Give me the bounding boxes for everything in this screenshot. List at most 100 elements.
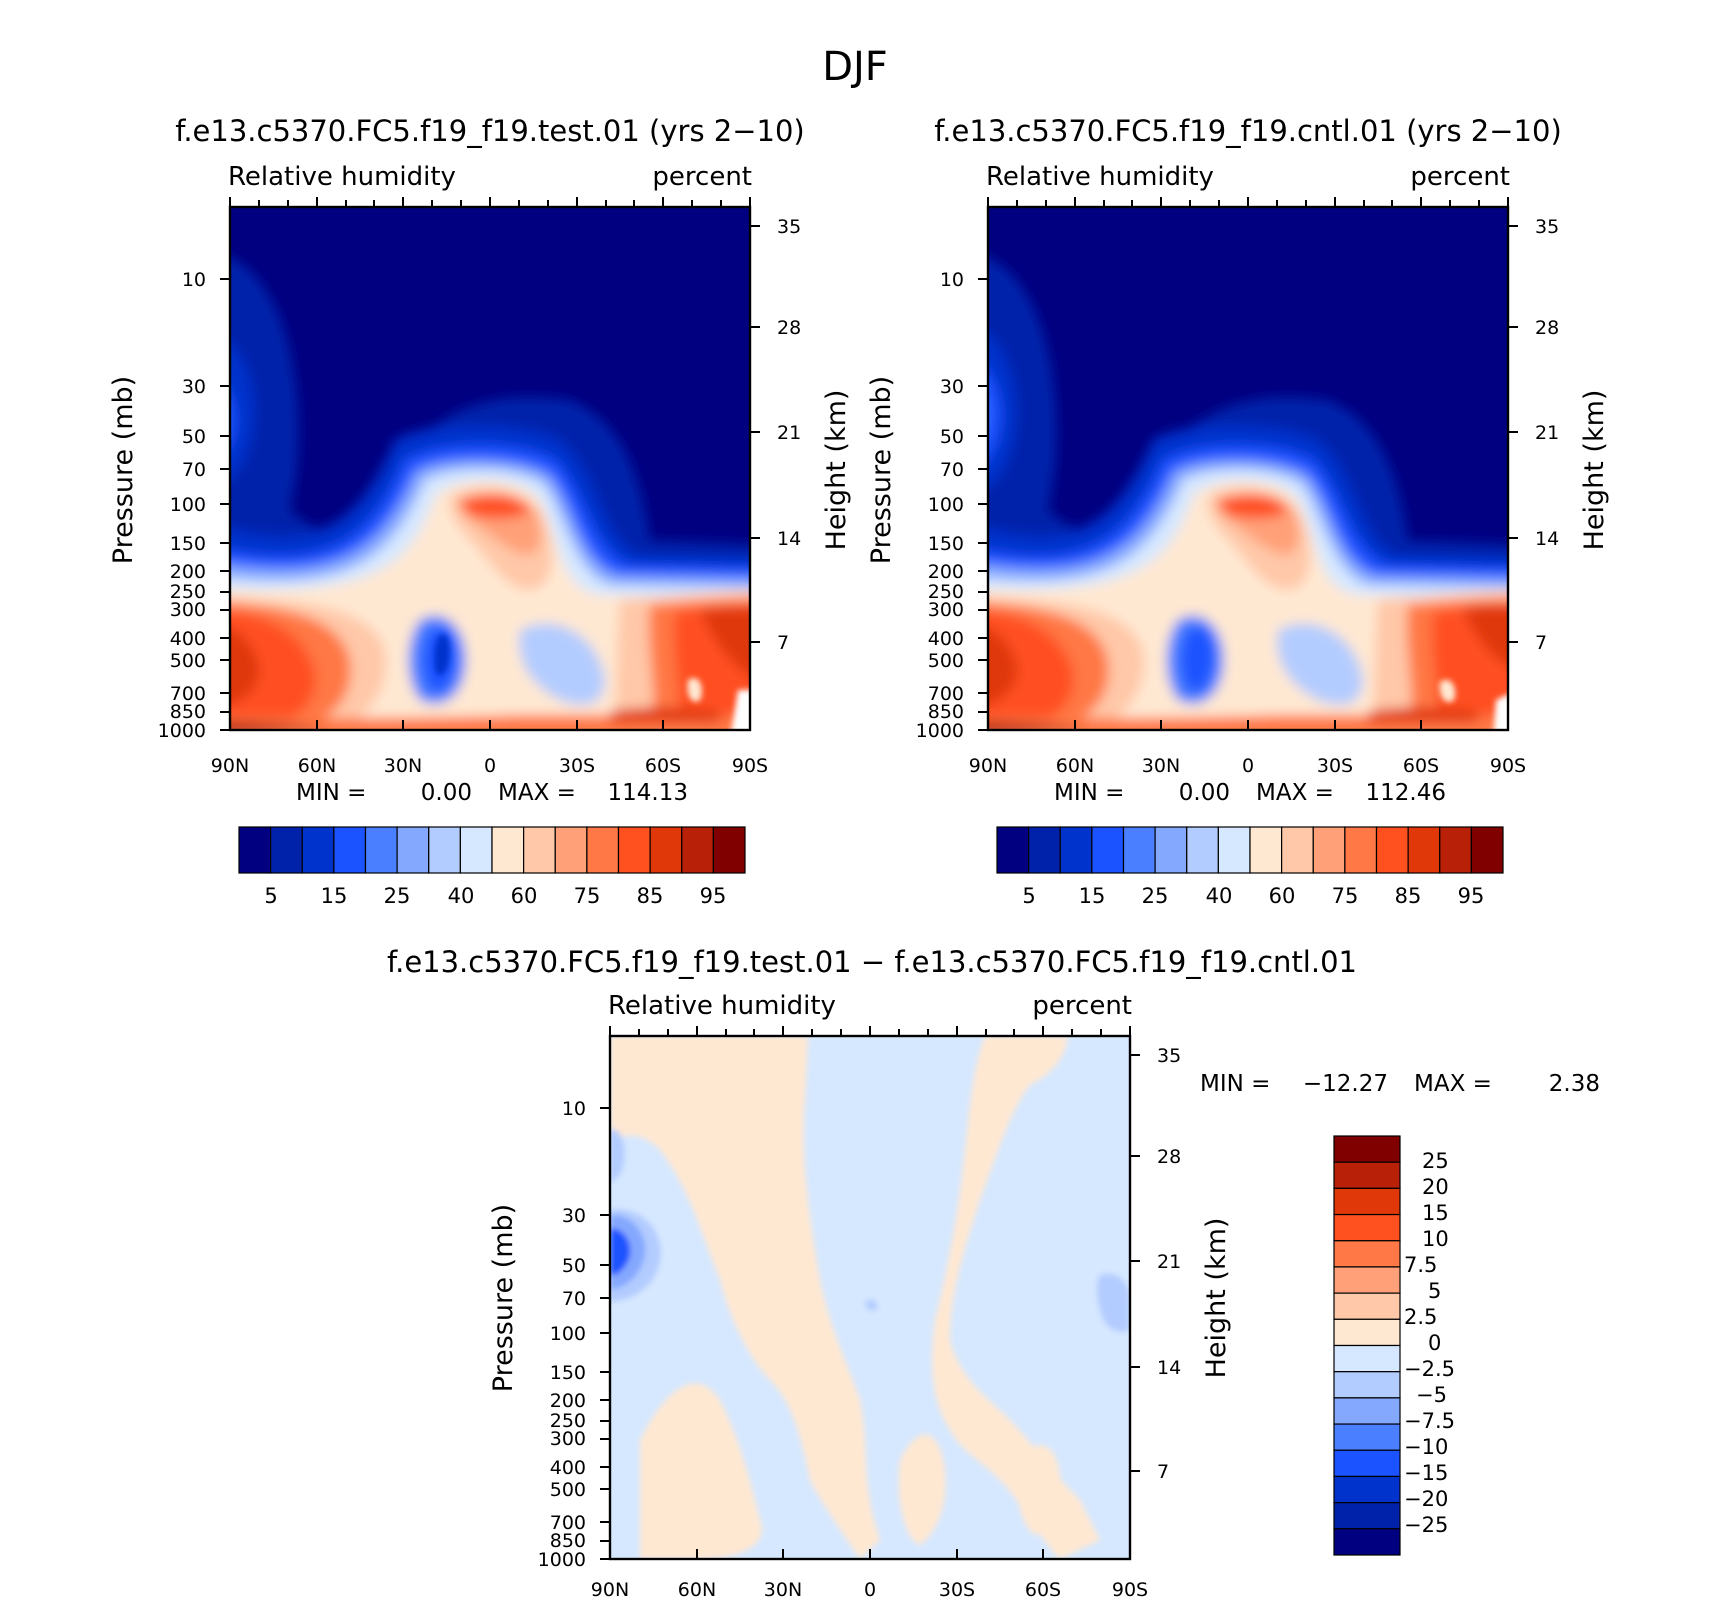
- y-tick-label: 1000: [158, 720, 206, 742]
- colorbar-label: −7.5: [1404, 1409, 1455, 1433]
- colorbar-label: 95: [700, 884, 727, 908]
- colorbar-swatch: [1407, 826, 1441, 874]
- colorbar-label: 20: [1422, 1175, 1449, 1199]
- y-tick-label: 50: [182, 426, 206, 448]
- min-value: 0.00: [421, 780, 472, 806]
- panel-cntl: f.e13.c5370.FC5.f19_f19.cntl.01 (yrs 2−1…: [866, 114, 1610, 908]
- panel-title: f.e13.c5370.FC5.f19_f19.cntl.01 (yrs 2−1…: [934, 114, 1562, 148]
- variable-label: Relative humidity: [608, 991, 836, 1021]
- contour-field: [610, 1036, 1130, 1559]
- y-tick-label: 10: [182, 269, 206, 291]
- y-right-tick-label: 28: [1535, 317, 1559, 339]
- colorbar-swatch: [364, 826, 398, 874]
- colorbar-swatch: [459, 826, 493, 874]
- colorbar-label: 85: [637, 884, 664, 908]
- y-tick-label: 500: [928, 650, 964, 672]
- colorbar-swatch: [396, 826, 430, 874]
- y-tick-labels: 10 30 50 70 100 150 200 250 300 400 500 …: [158, 269, 206, 742]
- colorbar-swatch: [1333, 1528, 1401, 1556]
- colorbar-swatch: [712, 826, 746, 874]
- panel-test: f.e13.c5370.FC5.f19_f19.test.01 (yrs 2−1…: [108, 114, 852, 908]
- x-tick-label: 30N: [1142, 755, 1180, 777]
- y-tick-label: 100: [170, 494, 206, 516]
- colorbar: [238, 826, 746, 874]
- colorbar-label: −5: [1416, 1383, 1447, 1407]
- contour-field: [230, 207, 750, 730]
- colorbar-label: 5: [264, 884, 277, 908]
- y-tick-label: 700: [550, 1512, 586, 1534]
- panel-diff: f.e13.c5370.FC5.f19_f19.test.01 − f.e13.…: [387, 945, 1600, 1600]
- y-tick-marks: [600, 1054, 1140, 1560]
- colorbar-label: 5: [1022, 884, 1035, 908]
- figure-title: DJF: [822, 44, 888, 90]
- y-tick-label: 250: [928, 581, 964, 603]
- y-tick-label: 850: [550, 1530, 586, 1552]
- y-axis-label: Pressure (mb): [866, 376, 897, 564]
- colorbar-swatch: [238, 826, 272, 874]
- min-label: MIN =: [296, 780, 366, 806]
- y-tick-label: 400: [928, 628, 964, 650]
- max-value: 2.38: [1549, 1071, 1600, 1097]
- colorbar-swatch: [1091, 826, 1125, 874]
- y-tick-label: 400: [170, 628, 206, 650]
- colorbar-swatch: [1470, 826, 1504, 874]
- y-tick-label: 500: [550, 1479, 586, 1501]
- y-tick-label: 200: [170, 561, 206, 583]
- colorbar-swatch: [996, 826, 1030, 874]
- colorbar-swatch: [1333, 1187, 1401, 1216]
- colorbar-swatch: [1333, 1371, 1401, 1399]
- y-tick-label: 50: [562, 1255, 586, 1277]
- colorbar-swatch: [1154, 826, 1188, 874]
- y-right-tick-labels: 35 28 21 14 7: [1157, 1045, 1181, 1483]
- colorbar-swatch: [1333, 1318, 1401, 1347]
- y-tick-label: 250: [550, 1410, 586, 1432]
- y-tick-label: 150: [928, 533, 964, 555]
- y-right-tick-label: 21: [777, 422, 801, 444]
- x-tick-marks: [987, 197, 1509, 730]
- y-right-tick-label: 35: [1157, 1045, 1181, 1067]
- colorbar-label: 60: [1269, 884, 1296, 908]
- y-tick-label: 300: [550, 1428, 586, 1450]
- colorbar-swatch: [681, 826, 714, 874]
- colorbar-label: 60: [511, 884, 538, 908]
- y-right-tick-label: 14: [1535, 528, 1559, 550]
- x-tick-label: 0: [484, 755, 496, 777]
- y-right-axis-label: Height (km): [1579, 390, 1610, 551]
- colorbar-swatch: [1333, 1475, 1401, 1504]
- colorbar-swatch: [1059, 826, 1093, 874]
- contour-field: [988, 207, 1508, 730]
- y-right-tick-labels: 35 28 21 14 7: [777, 216, 801, 654]
- x-tick-marks: [229, 197, 751, 730]
- y-tick-label: 70: [940, 459, 964, 481]
- colorbar-swatch: [617, 826, 651, 874]
- y-tick-labels: 10 30 50 70 100 150 200 250 300 400 500 …: [916, 269, 964, 742]
- y-right-tick-label: 14: [777, 528, 801, 550]
- panel-title: f.e13.c5370.FC5.f19_f19.test.01 (yrs 2−1…: [175, 114, 805, 148]
- y-tick-label: 850: [928, 701, 964, 723]
- y-right-axis-label: Height (km): [1201, 1218, 1232, 1379]
- colorbar-label: 15: [1422, 1201, 1449, 1225]
- y-tick-marks: [978, 225, 1518, 731]
- x-tick-label: 30N: [764, 1579, 802, 1600]
- x-tick-label: 60S: [645, 755, 681, 777]
- y-tick-label: 70: [562, 1288, 586, 1310]
- colorbar: [996, 826, 1504, 874]
- x-tick-label: 60S: [1403, 755, 1439, 777]
- y-right-tick-label: 28: [1157, 1146, 1181, 1168]
- x-tick-label: 60N: [298, 755, 336, 777]
- y-right-tick-label: 14: [1157, 1357, 1181, 1379]
- y-tick-marks: [220, 225, 760, 731]
- y-right-tick-labels: 35 28 21 14 7: [1535, 216, 1559, 654]
- colorbar-labels: 5 15 25 40 60 75 85 95: [1022, 884, 1484, 908]
- y-tick-label: 30: [940, 376, 964, 398]
- x-tick-label: 30S: [939, 1579, 975, 1600]
- colorbar-swatch: [1249, 826, 1283, 874]
- x-tick-label: 60N: [1056, 755, 1094, 777]
- colorbar-swatch: [333, 826, 367, 874]
- colorbar-label: 15: [321, 884, 348, 908]
- y-right-tick-label: 21: [1157, 1251, 1181, 1273]
- x-tick-labels: 90N 60N 30N 0 30S 60S 90S: [211, 755, 768, 777]
- colorbar-swatch: [1217, 826, 1251, 874]
- y-tick-label: 100: [928, 494, 964, 516]
